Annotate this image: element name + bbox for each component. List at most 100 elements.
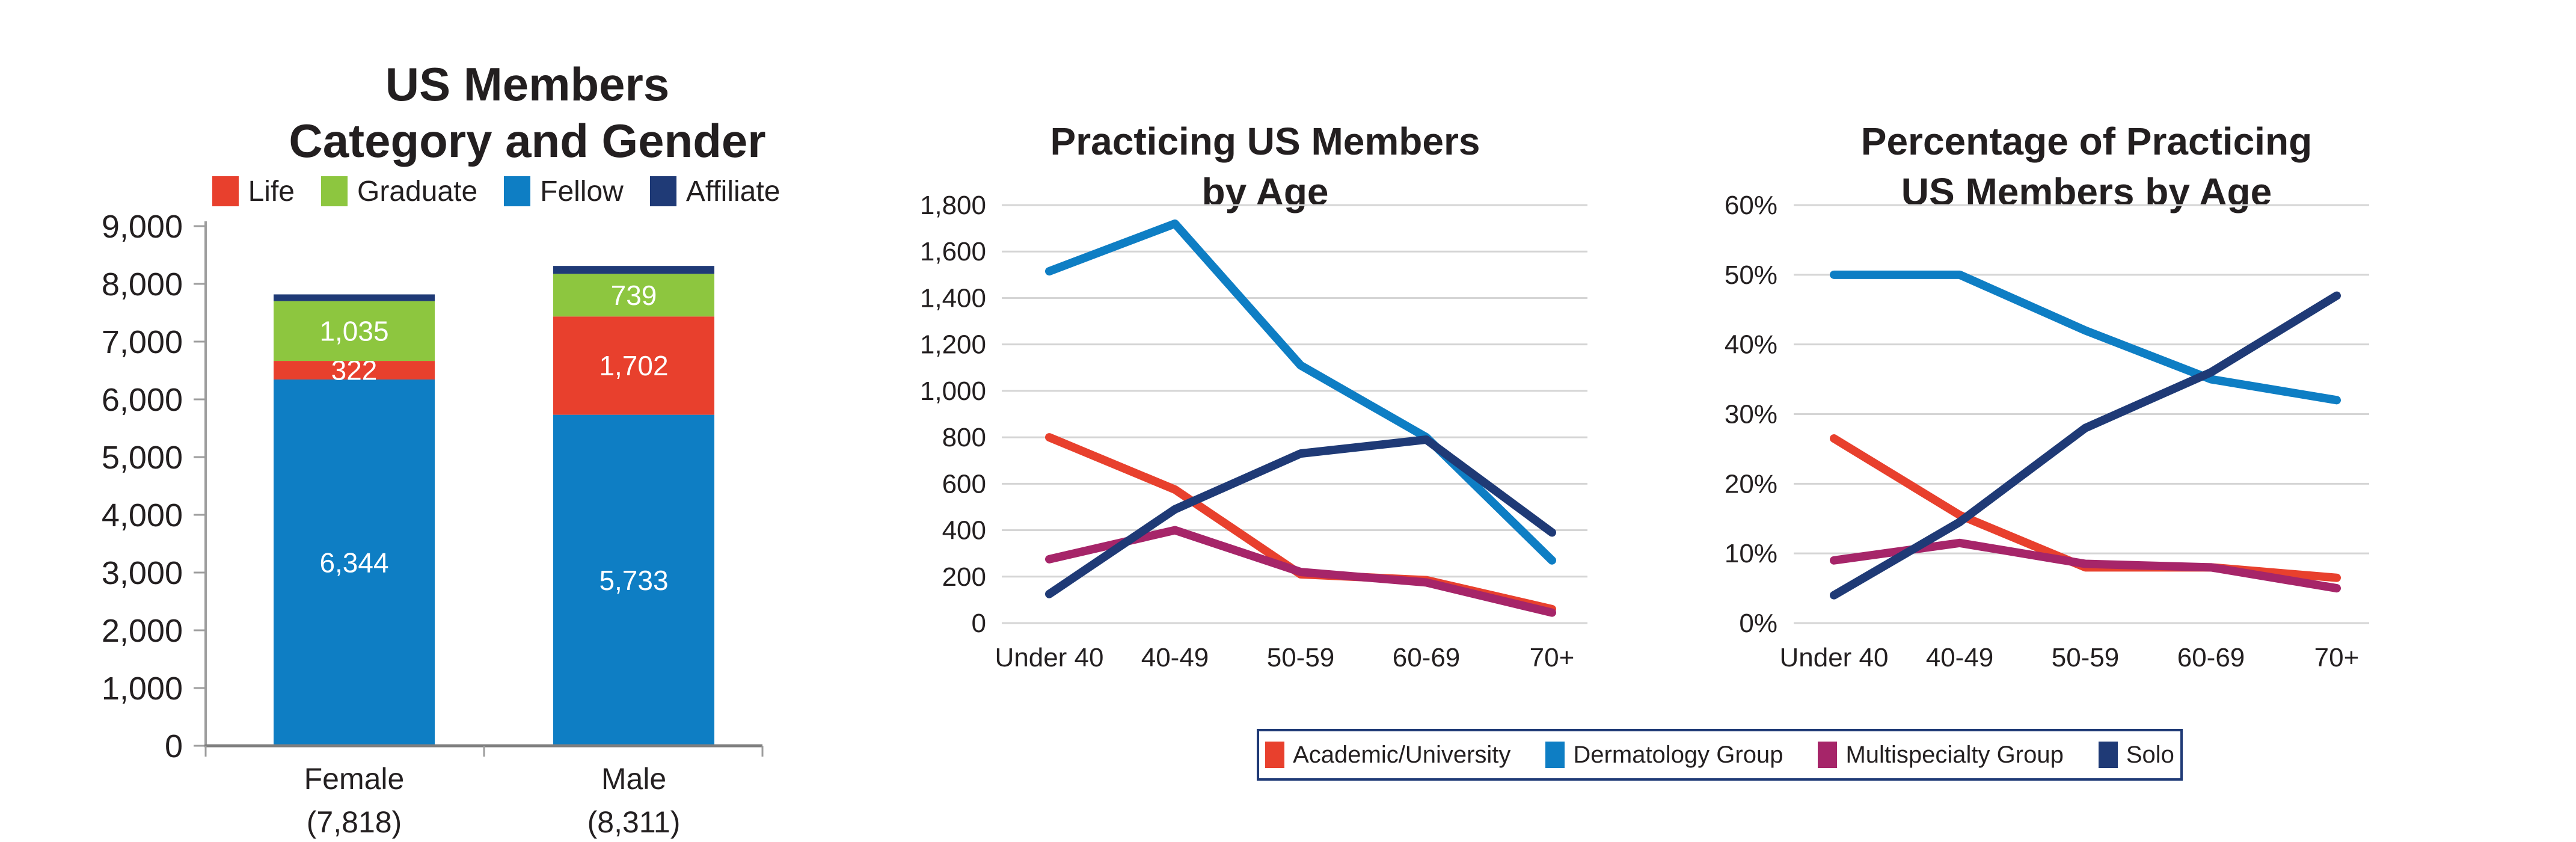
bar-segment-value: 739 [611, 280, 657, 311]
y-axis-label: 30% [1725, 400, 1777, 429]
bar-segment-affiliate-female [274, 294, 435, 301]
line-chart-members-title-line-2: by Age [1201, 170, 1329, 214]
bar-segment-fellow-female [274, 379, 435, 746]
legend-item-solo: Solo [2098, 741, 2174, 769]
x-axis-label: Under 40 [995, 643, 1103, 672]
y-axis-label: 4,000 [102, 497, 183, 533]
line-chart-percentage-title-line-1: Percentage of Practicing [1860, 120, 2313, 164]
legend-item-academic-university: Academic/University [1265, 742, 1510, 769]
academic-university-swatch-icon [1265, 742, 1285, 768]
y-axis-label: 1,400 [920, 283, 986, 313]
legend-label: Solo [2126, 741, 2174, 768]
line-chart-percentage-title: Percentage of Practicing US Members by A… [1726, 116, 2447, 217]
line-dermatology-group [1830, 270, 2341, 405]
y-axis-label: 5,000 [102, 440, 183, 476]
legend-label: Graduate [357, 175, 478, 207]
member-category-legend: Life Graduate Fellow Affiliate [123, 173, 869, 209]
bar-chart-title-line-2: Category and Gender [289, 114, 766, 167]
line-academic-university [1045, 433, 1556, 613]
y-axis-label: 7,000 [102, 324, 183, 360]
y-axis-label: 10% [1725, 539, 1777, 568]
bar-segment-graduate-female [274, 301, 435, 361]
x-category-total: (8,311) [587, 805, 681, 839]
line-solo [1830, 291, 2341, 600]
bar-segment-affiliate-male [553, 266, 714, 274]
y-axis-label: 60% [1725, 191, 1777, 220]
legend-item-graduate: Graduate [321, 175, 477, 208]
x-category-label: Male [601, 762, 666, 796]
x-axis-label: 40-49 [1926, 643, 1994, 672]
x-axis-label: 70+ [2314, 643, 2360, 672]
y-axis-label: 200 [942, 562, 986, 592]
affiliate-swatch-icon [649, 176, 676, 206]
y-axis-label: 50% [1725, 260, 1777, 290]
y-axis-label: 1,800 [920, 191, 986, 220]
x-category-total: (7,818) [307, 805, 402, 839]
x-axis-label: 70+ [1530, 643, 1575, 672]
solo-swatch-icon [2098, 742, 2118, 768]
x-axis-label: 50-59 [2052, 643, 2120, 672]
y-axis-label: 1,600 [920, 237, 986, 266]
life-swatch-icon [212, 176, 239, 206]
bar-chart-title: US Members Category and Gender [167, 56, 888, 169]
graduate-swatch-icon [321, 176, 348, 206]
y-axis-label: 40% [1725, 330, 1777, 360]
x-axis-label: Under 40 [1779, 643, 1888, 672]
legend-label: Dermatology Group [1573, 741, 1783, 768]
y-axis-label: 0% [1739, 609, 1777, 638]
line-chart-members-title-line-1: Practicing US Members [1050, 120, 1480, 164]
bar-segment-graduate-male [553, 274, 714, 317]
multispecialty-group-swatch-icon [1818, 742, 1838, 768]
line-chart-percentage-title-line-2: US Members by Age [1901, 170, 2272, 214]
x-category-label: Female [304, 762, 405, 796]
y-axis-label: 2,000 [102, 613, 183, 649]
dermatology-group-swatch-icon [1545, 742, 1565, 768]
y-axis-label: 1,000 [920, 376, 986, 406]
bar-segment-value: 6,344 [319, 547, 388, 578]
legend-label: Multispecialty Group [1845, 741, 2064, 768]
y-axis-label: 6,000 [102, 382, 183, 418]
legend-item-life: Life [212, 175, 295, 208]
y-axis-label: 600 [942, 469, 986, 499]
legend-label: Affiliate [685, 175, 780, 207]
x-axis-label: 40-49 [1141, 643, 1209, 672]
y-axis-label: 9,000 [102, 209, 183, 245]
legend-label: Fellow [540, 175, 624, 207]
x-axis-label: 60-69 [1393, 643, 1461, 672]
line-academic-university [1830, 434, 2341, 582]
line-solo [1045, 435, 1556, 598]
x-axis-label: 60-69 [2177, 643, 2245, 672]
legend-item-fellow: Fellow [504, 175, 624, 208]
y-axis-label: 8,000 [102, 266, 183, 303]
legend-item-affiliate: Affiliate [649, 175, 780, 208]
y-axis-label: 800 [942, 423, 986, 452]
bar-chart-title-line-1: US Members [385, 57, 670, 111]
y-axis-label: 1,200 [920, 330, 986, 360]
line-dermatology-group [1045, 219, 1556, 565]
fellow-swatch-icon [504, 176, 531, 206]
legend-label: Academic/University [1293, 741, 1511, 768]
legend-item-multispecialty-group: Multispecialty Group [1818, 741, 2064, 769]
bar-segment-value: 5,733 [599, 565, 668, 596]
y-axis-label: 0 [165, 728, 183, 764]
y-axis-label: 1,000 [102, 671, 183, 707]
practice-type-legend: Academic/University Dermatology Group Mult… [1257, 729, 2183, 781]
y-axis-label: 20% [1725, 469, 1777, 499]
legend-item-dermatology-group: Dermatology Group [1545, 742, 1783, 769]
legend-label: Life [248, 175, 295, 207]
y-axis-label: 400 [942, 516, 986, 545]
y-axis-label: 0 [972, 609, 986, 638]
bar-segment-value: 1,702 [599, 350, 668, 381]
bar-segment-life-female [274, 361, 435, 380]
us-members-category-gender-plot: 0 1,000 2,000 3,000 4,000 5,000 6,000 7,000 8,00… [102, 209, 764, 839]
y-axis-label: 3,000 [102, 555, 183, 591]
bar-segment-value: 1,035 [319, 315, 388, 346]
bar-segment-fellow-male [553, 414, 714, 746]
line-chart-members-title: Practicing US Members by Age [904, 116, 1626, 217]
x-axis-label: 50-59 [1267, 643, 1335, 672]
bar-segment-life-male [553, 316, 714, 415]
percentage-practicing-us-members-by-age-plot: 0% 10% 20% 30% 40% 50% 60% Under 40 40-49 50-59 60… [1725, 191, 2369, 672]
practicing-us-members-by-age-plot: 0 200 400 600 800 1,000 1,200 1,400 1,600 1,800 Un… [920, 191, 1587, 672]
